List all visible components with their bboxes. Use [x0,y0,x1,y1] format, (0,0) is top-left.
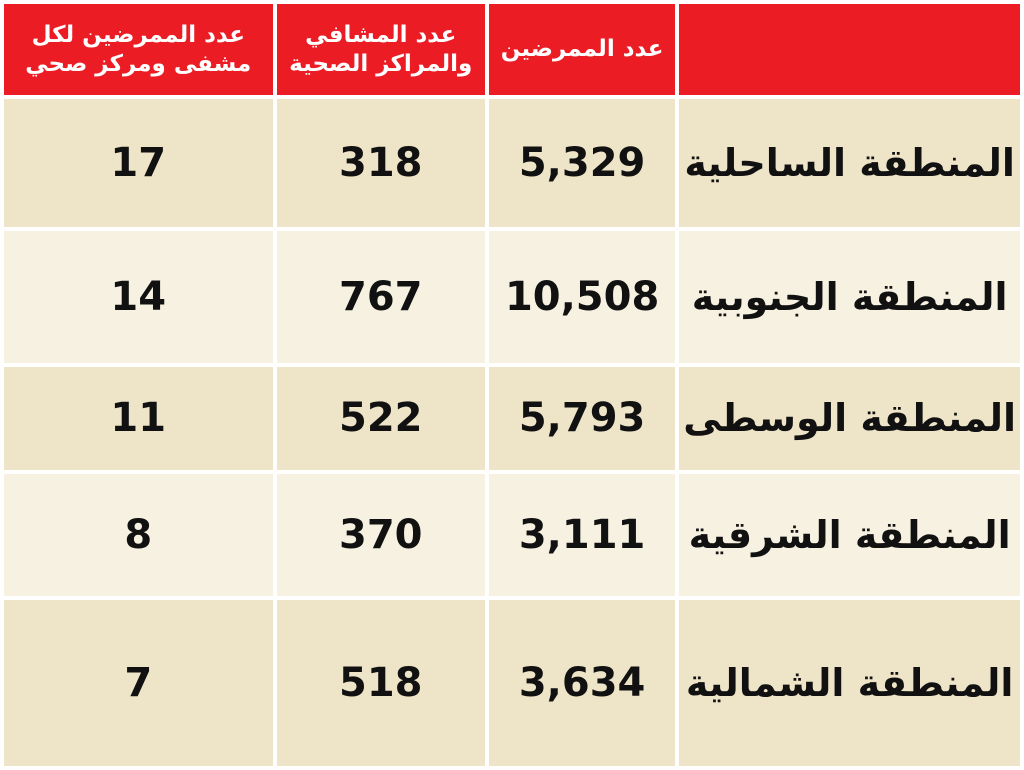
region-cell: المنطقة الشرقية [679,474,1020,597]
table-row: 7 518 3,634 المنطقة الشمالية [4,600,1020,766]
table-row: 17 318 5,329 المنطقة الساحلية [4,99,1020,227]
nurses-cell: 5,793 [488,366,676,471]
ratio-cell: 17 [4,99,273,227]
facilities-cell: 518 [276,600,485,766]
facilities-cell: 767 [276,230,485,363]
ratio-cell: 11 [4,366,273,471]
region-cell: المنطقة الجنوبية [679,230,1020,363]
table-row: 8 370 3,111 المنطقة الشرقية [4,474,1020,597]
header-ratio: عدد الممرضين لكل مشفى ومركز صحي [4,4,273,96]
nurses-cell: 10,508 [488,230,676,363]
table-row: 11 522 5,793 المنطقة الوسطى [4,366,1020,471]
nurses-cell: 3,111 [488,474,676,597]
ratio-cell: 14 [4,230,273,363]
table-row: 14 767 10,508 المنطقة الجنوبية [4,230,1020,363]
nurses-cell: 5,329 [488,99,676,227]
facilities-cell: 370 [276,474,485,597]
ratio-cell: 7 [4,600,273,766]
nurses-cell: 3,634 [488,600,676,766]
region-cell: المنطقة الشمالية [679,600,1020,766]
ratio-cell: 8 [4,474,273,597]
facilities-cell: 318 [276,99,485,227]
region-cell: المنطقة الساحلية [679,99,1020,227]
region-cell: المنطقة الوسطى [679,366,1020,471]
facilities-cell: 522 [276,366,485,471]
header-row: عدد الممرضين لكل مشفى ومركز صحي عدد المش… [4,4,1020,96]
header-region [679,4,1020,96]
header-nurses: عدد الممرضين [488,4,676,96]
header-facilities: عدد المشافي والمراكز الصحية [276,4,485,96]
